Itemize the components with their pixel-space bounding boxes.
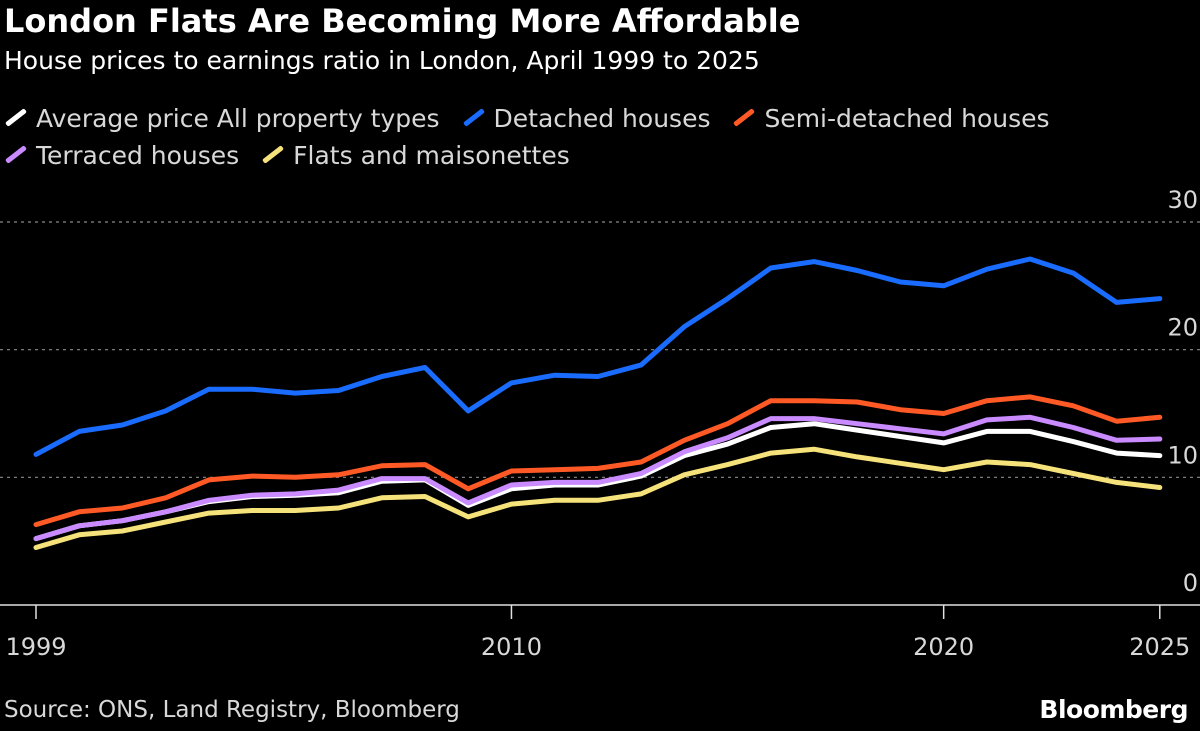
- legend-item-detached: Detached houses: [462, 100, 711, 137]
- legend-label-detached: Detached houses: [493, 104, 711, 133]
- series-line-terraced-houses: [33, 414, 1163, 542]
- bloomberg-logo: Bloomberg: [1039, 695, 1188, 724]
- x-tick-label-1999: 1999: [5, 633, 66, 661]
- x-tick-label-2025: 2025: [1129, 633, 1190, 661]
- chart-legend: Average price All property types Detache…: [4, 100, 1194, 174]
- chart-subtitle: House prices to earnings ratio in London…: [4, 46, 760, 75]
- legend-label-average: Average price All property types: [36, 104, 440, 133]
- series-line-detached-houses: [33, 256, 1163, 457]
- legend-item-average: Average price All property types: [4, 100, 440, 137]
- y-tick-label-10: 10: [1167, 441, 1198, 469]
- legend-label-semi-detached: Semi-detached houses: [764, 104, 1050, 133]
- y-tick-label-30: 30: [1167, 186, 1198, 214]
- series-line-flats-and-maisonettes: [33, 446, 1163, 550]
- legend-item-terraced: Terraced houses: [4, 137, 239, 174]
- legend-item-semi-detached: Semi-detached houses: [732, 100, 1050, 137]
- x-tick-label-2020: 2020: [913, 633, 974, 661]
- source-note: Source: ONS, Land Registry, Bloomberg: [4, 697, 460, 723]
- legend-item-flats: Flats and maisonettes: [261, 137, 570, 174]
- series-line-semi-detached-houses: [33, 394, 1163, 528]
- legend-label-terraced: Terraced houses: [36, 141, 240, 170]
- x-tick-label-2010: 2010: [481, 633, 542, 661]
- chart-title: London Flats Are Becoming More Affordabl…: [4, 2, 801, 40]
- y-tick-label-0: 0: [1183, 569, 1198, 597]
- y-tick-label-20: 20: [1167, 314, 1198, 342]
- legend-label-flats: Flats and maisonettes: [293, 141, 570, 170]
